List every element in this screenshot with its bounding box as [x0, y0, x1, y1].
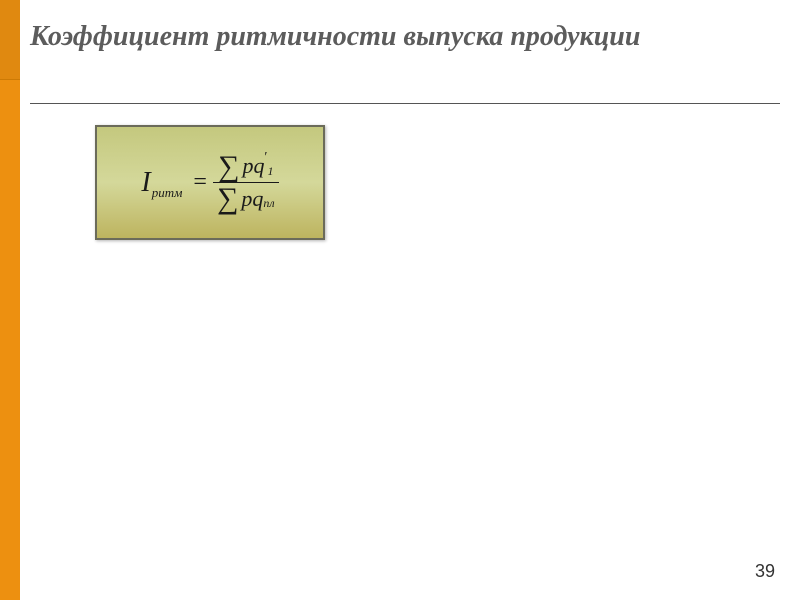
fraction: ∑ pq ′ 1 ∑ pq пл — [213, 153, 279, 213]
denominator-term: pq — [241, 186, 263, 212]
page-number: 39 — [755, 561, 775, 582]
formula: I ритм = ∑ pq ′ 1 ∑ pq пл — [141, 153, 278, 213]
lhs-symbol: I — [141, 167, 150, 199]
numerator-sub: 1 — [268, 164, 274, 179]
title-divider — [30, 103, 780, 104]
slide-title: Коэффициент ритмичности выпуска продукци… — [30, 20, 780, 54]
denominator-sub: пл — [263, 196, 274, 211]
numerator-sup: ′ — [263, 150, 266, 166]
title-area: Коэффициент ритмичности выпуска продукци… — [30, 20, 780, 54]
sigma-icon: ∑ — [217, 185, 238, 212]
sigma-icon: ∑ — [218, 153, 239, 180]
numerator: ∑ pq ′ 1 — [214, 153, 277, 180]
formula-box: I ритм = ∑ pq ′ 1 ∑ pq пл — [95, 125, 325, 240]
formula-lhs: I ритм — [141, 167, 181, 199]
numerator-term: pq — [242, 153, 264, 179]
slide: Коэффициент ритмичности выпуска продукци… — [0, 0, 800, 600]
accent-bar-main — [0, 80, 20, 600]
equals-sign: = — [193, 169, 207, 196]
accent-bar-top — [0, 0, 20, 80]
lhs-subscript: ритм — [152, 185, 183, 201]
denominator: ∑ pq пл — [213, 185, 279, 212]
